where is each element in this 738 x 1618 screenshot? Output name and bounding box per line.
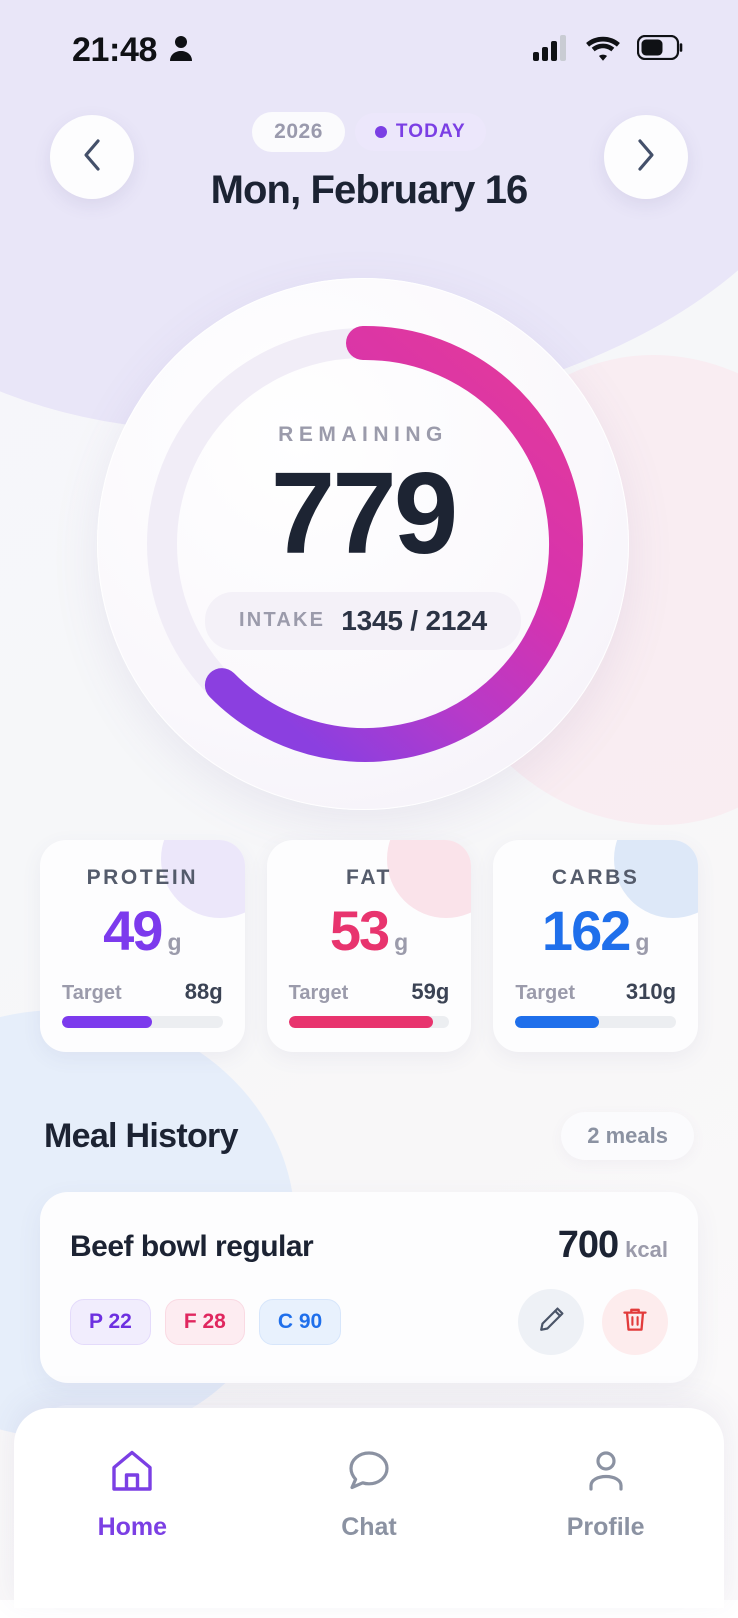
macro-target-row: Target 310g — [515, 963, 676, 1005]
wifi-icon — [586, 35, 620, 66]
meal-actions — [518, 1289, 668, 1355]
intake-label: INTAKE — [239, 609, 326, 632]
pencil-icon — [536, 1305, 566, 1340]
macro-value-row: 162 g — [542, 898, 650, 963]
macro-target-label: Target — [288, 982, 349, 1004]
calorie-ring-center: REMAINING 779 INTAKE 1345 / 2124 — [97, 423, 629, 650]
meal-calories: 700 kcal — [558, 1224, 668, 1267]
delete-meal-button[interactable] — [602, 1289, 668, 1355]
meal-name: Beef bowl regular — [70, 1230, 314, 1263]
meal-card-bottom-row: P 22 F 28 C 90 — [70, 1289, 668, 1355]
macro-name: FAT — [346, 866, 392, 889]
macro-value-row: 53 g — [330, 898, 408, 963]
nav-item-label: Home — [97, 1513, 168, 1541]
meal-card-top-row: Beef bowl regular 700 kcal — [70, 1224, 668, 1267]
meal-calories-unit: kcal — [625, 1237, 668, 1262]
macro-target-value: 59g — [411, 979, 450, 1004]
bottom-navigation: Home Chat Profile — [14, 1408, 724, 1608]
macro-target-value: 88g — [184, 979, 223, 1004]
meal-macro-chips: P 22 F 28 C 90 — [70, 1299, 342, 1345]
nav-item-profile[interactable]: Profile — [531, 1446, 681, 1542]
macro-cards: PROTEIN 49 g Target 88g FAT 53 g Target … — [40, 840, 699, 1052]
nav-item-label: Profile — [566, 1513, 645, 1541]
macro-progress-fill — [288, 1016, 434, 1028]
status-bar-left: 21:48 — [72, 31, 194, 70]
nav-item-label: Chat — [341, 1513, 397, 1541]
date-header: 2026 TODAY Mon, February 16 — [0, 100, 738, 260]
meal-count-badge: 2 meals — [561, 1112, 694, 1160]
person-outline-icon — [581, 1446, 631, 1501]
macro-card-fat[interactable]: FAT 53 g Target 59g — [266, 840, 472, 1052]
macro-progress-track — [288, 1016, 450, 1028]
macro-name: CARBS — [551, 866, 640, 889]
macro-progress-fill — [515, 1016, 599, 1028]
macro-card-carbs[interactable]: CARBS 162 g Target 310g — [493, 840, 699, 1052]
macro-value: 53 — [329, 899, 390, 962]
home-icon — [107, 1446, 157, 1501]
person-icon — [168, 34, 194, 67]
macro-target-row: Target 59g — [289, 963, 450, 1005]
meal-chip-fat: F 28 — [164, 1299, 245, 1345]
meal-chip-carbs: C 90 — [258, 1299, 342, 1345]
macro-unit: g — [394, 929, 409, 955]
meal-card[interactable]: Beef bowl regular 700 kcal P 22 F 28 C 9… — [40, 1192, 698, 1383]
nav-item-chat[interactable]: Chat — [294, 1446, 444, 1542]
chat-bubble-icon — [344, 1446, 394, 1501]
remaining-value: 779 — [270, 448, 459, 578]
macro-unit: g — [635, 929, 650, 955]
status-bar: 21:48 — [0, 0, 738, 100]
today-dot-icon — [374, 126, 387, 138]
header-center: 2026 TODAY Mon, February 16 — [0, 100, 738, 213]
edit-meal-button[interactable] — [518, 1289, 584, 1355]
macro-target-value: 310g — [625, 979, 677, 1004]
intake-pill: INTAKE 1345 / 2124 — [205, 591, 521, 650]
nav-item-home[interactable]: Home — [57, 1446, 207, 1542]
status-time: 21:48 — [72, 30, 157, 69]
macro-value: 162 — [541, 899, 631, 962]
macro-target-row: Target 88g — [62, 963, 223, 1005]
battery-icon — [636, 34, 683, 65]
calorie-ring-card: REMAINING 779 INTAKE 1345 / 2124 — [97, 278, 629, 810]
macro-value-row: 49 g — [103, 898, 181, 963]
today-badge-label: TODAY — [395, 121, 466, 142]
meal-history-title: Meal History — [44, 1116, 238, 1155]
macro-card-protein[interactable]: PROTEIN 49 g Target 88g — [40, 840, 245, 1052]
macro-progress-track — [62, 1016, 223, 1028]
macro-target-label: Target — [62, 982, 122, 1004]
meal-chip-protein: P 22 — [70, 1299, 151, 1345]
year-badge: 2026 — [252, 112, 345, 152]
macro-target-label: Target — [515, 982, 575, 1004]
macro-unit: g — [167, 929, 182, 955]
page-title: Mon, February 16 — [210, 168, 529, 212]
macro-name: PROTEIN — [86, 866, 199, 889]
macro-progress-track — [515, 1016, 677, 1028]
cellular-signal-icon — [533, 34, 569, 66]
meal-calories-value: 700 — [557, 1224, 619, 1266]
trash-icon — [620, 1305, 650, 1340]
today-badge[interactable]: TODAY — [354, 113, 486, 151]
intake-value: 1345 / 2124 — [341, 604, 487, 636]
status-bar-right — [533, 34, 683, 66]
remaining-label: REMAINING — [278, 423, 448, 446]
macro-value: 49 — [103, 899, 163, 962]
date-pill-row: 2026 TODAY — [252, 112, 486, 152]
macro-progress-fill — [62, 1016, 152, 1028]
meal-history-header: Meal History 2 meals — [44, 1108, 694, 1164]
